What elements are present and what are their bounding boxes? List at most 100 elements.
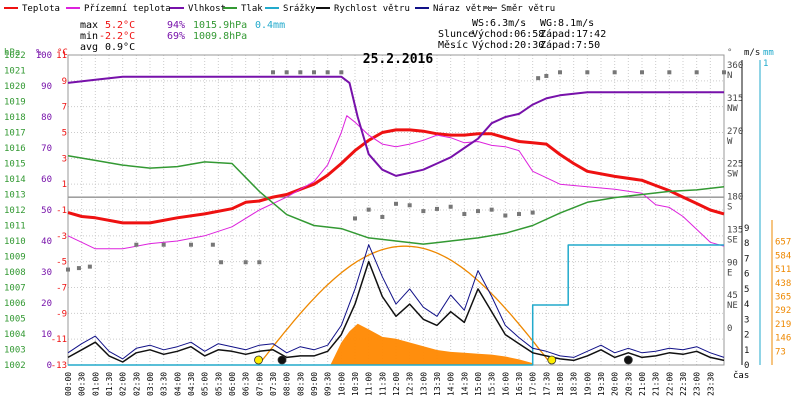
x-tick-label: 12:00 [392, 372, 401, 396]
rain-tick-label: 365 [775, 293, 791, 303]
pressure-tick-label: 1007 [4, 284, 26, 294]
radiation-area-layer [330, 323, 533, 365]
x-tick-label: 17:00 [529, 372, 538, 396]
wind-gust-info: WG:8.1m/s [540, 18, 594, 29]
wind-direction-point [257, 260, 262, 265]
x-tick-label: 07:00 [255, 372, 264, 396]
stat-min-hum: 69% [167, 31, 185, 42]
axes: hPa% °C1022102110201019101810171016101510… [4, 48, 791, 396]
wind-tick-label: 9 [744, 224, 749, 234]
direction-compass-label: N [727, 71, 732, 81]
humidity-tick-label: 0 [47, 361, 52, 371]
wind-direction-point [476, 209, 480, 214]
pressure-tick-label: 1022 [4, 51, 26, 61]
legend-label: Náraz větru [433, 4, 493, 14]
wind-direction-point [271, 70, 275, 75]
wind-direction-point [489, 207, 494, 212]
x-tick-label: 01:30 [105, 372, 114, 396]
x-tick-label: 14:00 [447, 372, 456, 396]
series-vlhkost [67, 75, 724, 177]
direction-tick-label: 315 [727, 94, 743, 104]
pressure-tick-label: 1020 [4, 82, 26, 92]
sun-set: Západ:17:42 [540, 28, 606, 40]
x-tick-label: 04:30 [187, 372, 196, 396]
stat-max-hum: 94% [167, 20, 185, 31]
wind-direction-point [722, 70, 726, 75]
wind-tick-label: 8 [744, 239, 749, 249]
wind-direction-point [435, 206, 439, 211]
stat-max-press: 1015.9hPa [193, 20, 247, 31]
legend-label: Přízemní teplota [84, 4, 171, 14]
stat-avg-label: avg [80, 42, 98, 53]
x-tick-label: 05:00 [201, 372, 210, 396]
x-tick-label: 03:00 [146, 372, 155, 396]
x-tick-label: 01:00 [91, 372, 100, 396]
pressure-tick-label: 1018 [4, 113, 26, 123]
humidity-tick-label: 20 [41, 299, 52, 309]
marker-sunrise [254, 355, 263, 365]
legend-label: Rychlost větru [334, 4, 410, 14]
humidity-tick-label: 30 [41, 268, 52, 278]
wind-direction-point [503, 213, 508, 218]
grid [67, 54, 725, 366]
wind-direction-point [394, 201, 398, 206]
pressure-tick-label: 1012 [4, 206, 26, 216]
x-tick-label: 13:00 [419, 372, 428, 396]
wind-direction-point [298, 70, 303, 75]
direction-compass-label: E [727, 268, 732, 278]
wind-direction-point [325, 70, 330, 75]
x-tick-label: 11:30 [378, 372, 387, 396]
x-tick-label: 20:00 [611, 372, 620, 396]
wind-direction-point [407, 203, 412, 208]
marker-moonrise [623, 355, 633, 365]
wind-direction-point [284, 70, 289, 75]
temperature-tick-label: -7 [56, 284, 67, 294]
wind-tick-label: 7 [744, 254, 749, 264]
pressure-tick-label: 1006 [4, 299, 26, 309]
temperature-tick-label: -11 [51, 335, 67, 345]
x-tick-label: 17:30 [542, 372, 551, 396]
wind-direction-point [353, 216, 357, 221]
stat-min-label: min [80, 31, 98, 42]
x-tick-label: 22:30 [679, 372, 688, 396]
direction-tick-label: 225 [727, 160, 743, 170]
direction-tick-label: 270 [727, 127, 743, 137]
wind-direction-point [448, 204, 453, 209]
sun-label: Slunce [438, 29, 474, 40]
legend-label: Teplota [22, 4, 60, 14]
wind-direction-point [640, 70, 644, 75]
humidity-tick-label: 70 [41, 144, 52, 154]
x-tick-label: 07:30 [269, 372, 278, 396]
legend-label: Srážky [283, 4, 316, 14]
direction-tick-label: 360 [727, 61, 743, 71]
moon-label: Měsíc [438, 39, 468, 51]
legend-label: Tlak [241, 4, 263, 14]
wind-direction-point [667, 70, 672, 75]
wind-direction-point [585, 70, 590, 75]
temperature-tick-label: 3 [62, 154, 67, 164]
wind-tick-label: 2 [744, 331, 749, 341]
x-tick-label: 09:30 [324, 372, 333, 396]
wind-axis-unit: m/s [744, 48, 760, 58]
marker-layer [254, 355, 633, 365]
x-tick-label: 18:30 [570, 372, 579, 396]
stat-max-label: max [80, 20, 98, 31]
x-tick-label: 21:00 [638, 372, 647, 396]
wind-direction-point [66, 267, 70, 272]
pressure-tick-label: 1003 [4, 346, 26, 356]
x-tick-label: 08:30 [296, 372, 305, 396]
series-teplota [67, 128, 725, 225]
humidity-tick-label: 40 [41, 237, 52, 247]
rain-tick-label: 511 [775, 265, 791, 275]
temperature-tick-label: 5 [62, 129, 67, 139]
legend-label: Vlhkost [188, 4, 226, 14]
moon-rise: Východ:20:30 [472, 39, 544, 51]
wind-tick-label: 4 [744, 300, 749, 310]
x-tick-label: 12:30 [406, 372, 415, 396]
pressure-tick-label: 1016 [4, 144, 26, 154]
pressure-tick-label: 1011 [4, 222, 26, 232]
humidity-tick-label: 90 [41, 82, 52, 92]
wind-direction-point [134, 242, 139, 247]
humidity-tick-label: 80 [41, 113, 52, 123]
stat-avg-temp: 0.9°C [105, 42, 135, 53]
